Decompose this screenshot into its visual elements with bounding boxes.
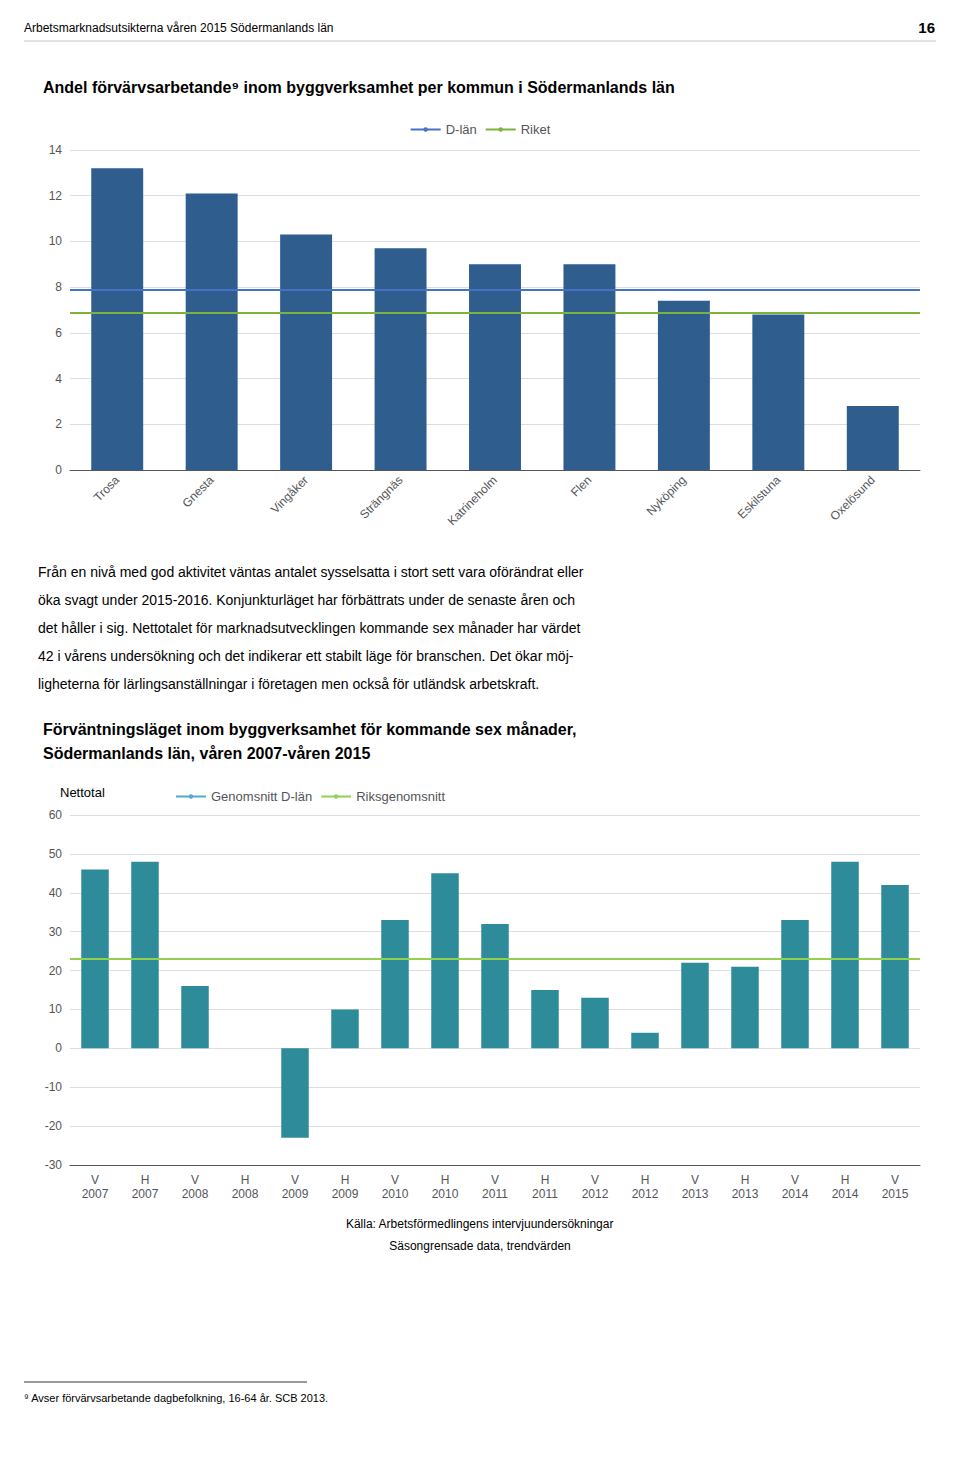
svg-text:Säsongrensade data, trendvärde: Säsongrensade data, trendvärden [389,1239,570,1253]
svg-text:30: 30 [49,925,63,939]
svg-text:H: H [241,1173,250,1187]
svg-text:Riket: Riket [521,122,551,137]
svg-text:6: 6 [55,326,62,340]
svg-text:-20: -20 [45,1119,63,1133]
svg-text:V: V [591,1173,599,1187]
svg-text:Från en nivå med god aktivitet: Från en nivå med god aktivitet väntas an… [38,564,584,580]
svg-text:2014: 2014 [832,1187,859,1201]
svg-text:60: 60 [49,808,63,822]
svg-text:Genomsnitt D-län: Genomsnitt D-län [211,789,312,804]
svg-text:Riksgenomsnitt: Riksgenomsnitt [356,789,445,804]
svg-text:V: V [291,1173,299,1187]
svg-text:2008: 2008 [182,1187,209,1201]
svg-text:0: 0 [55,1041,62,1055]
svg-text:H: H [341,1173,350,1187]
svg-text:-10: -10 [45,1080,63,1094]
svg-text:det håller i sig. Nettotalet f: det håller i sig. Nettotalet för marknad… [38,620,580,636]
svg-text:2013: 2013 [732,1187,759,1201]
svg-text:Eskilstuna: Eskilstuna [735,473,784,522]
svg-text:10: 10 [49,234,63,248]
svg-text:D-län: D-län [446,122,477,137]
svg-text:2010: 2010 [432,1187,459,1201]
svg-text:Katrineholm: Katrineholm [445,473,500,528]
svg-text:H: H [741,1173,750,1187]
svg-text:V: V [491,1173,499,1187]
svg-text:H: H [141,1173,150,1187]
svg-text:14: 14 [49,143,63,157]
svg-text:42 i vårens undersökning och d: 42 i vårens undersökning och det indiker… [38,648,574,664]
svg-text:4: 4 [55,372,62,386]
svg-text:2007: 2007 [132,1187,159,1201]
svg-text:V: V [391,1173,399,1187]
svg-text:40: 40 [49,886,63,900]
svg-text:Södermanlands län, våren 2007-: Södermanlands län, våren 2007-våren 2015 [43,745,370,762]
svg-text:16: 16 [918,19,935,36]
svg-text:10: 10 [49,1002,63,1016]
svg-text:2014: 2014 [782,1187,809,1201]
svg-text:2011: 2011 [532,1187,558,1201]
svg-text:H: H [441,1173,450,1187]
svg-text:2011: 2011 [482,1187,508,1201]
svg-text:H: H [841,1173,850,1187]
svg-text:Arbetsmarknadsutsikterna våren: Arbetsmarknadsutsikterna våren 2015 Söde… [24,21,334,35]
svg-text:Trosa: Trosa [91,473,122,504]
svg-text:2008: 2008 [232,1187,259,1201]
svg-text:2012: 2012 [582,1187,609,1201]
svg-text:Oxelösund: Oxelösund [827,473,877,523]
svg-text:V: V [891,1173,899,1187]
svg-text:Flen: Flen [568,473,594,499]
svg-text:öka svagt under 2015-2016. Kon: öka svagt under 2015-2016. Konjunkturläg… [38,592,575,608]
svg-text:2015: 2015 [882,1187,909,1201]
svg-text:2013: 2013 [682,1187,709,1201]
svg-text:Gnesta: Gnesta [179,473,216,510]
svg-text:Strängnäs: Strängnäs [357,473,406,522]
svg-text:ligheterna för lärlingsanställ: ligheterna för lärlingsanställningar i f… [38,676,539,692]
svg-text:2009: 2009 [332,1187,359,1201]
svg-text:2010: 2010 [382,1187,409,1201]
svg-text:H: H [641,1173,650,1187]
svg-text:0: 0 [55,463,62,477]
svg-text:Nettotal: Nettotal [60,785,105,800]
svg-text:2007: 2007 [82,1187,109,1201]
svg-text:2012: 2012 [632,1187,659,1201]
svg-text:V: V [791,1173,799,1187]
svg-text:20: 20 [49,964,63,978]
svg-text:H: H [541,1173,550,1187]
svg-text:Vingåker: Vingåker [268,473,311,516]
svg-text:Nyköping: Nyköping [644,473,689,518]
svg-text:12: 12 [49,189,63,203]
svg-text:50: 50 [49,847,63,861]
svg-text:⁹ Avser förvärvsarbetande dagb: ⁹ Avser förvärvsarbetande dagbefolkning,… [24,1392,328,1404]
svg-text:Andel förvärvsarbetande⁹ inom: Andel förvärvsarbetande⁹ inom byggverksa… [43,79,675,96]
svg-text:2009: 2009 [282,1187,309,1201]
svg-text:V: V [91,1173,99,1187]
svg-text:-30: -30 [45,1158,63,1172]
svg-text:Källa: Arbetsförmedlingens int: Källa: Arbetsförmedlingens intervjuunder… [346,1217,613,1231]
svg-text:Förväntningsläget inom byggver: Förväntningsläget inom byggverksamhet fö… [43,721,576,738]
svg-text:V: V [191,1173,199,1187]
svg-text:2: 2 [55,417,62,431]
svg-text:8: 8 [55,280,62,294]
svg-text:V: V [691,1173,699,1187]
